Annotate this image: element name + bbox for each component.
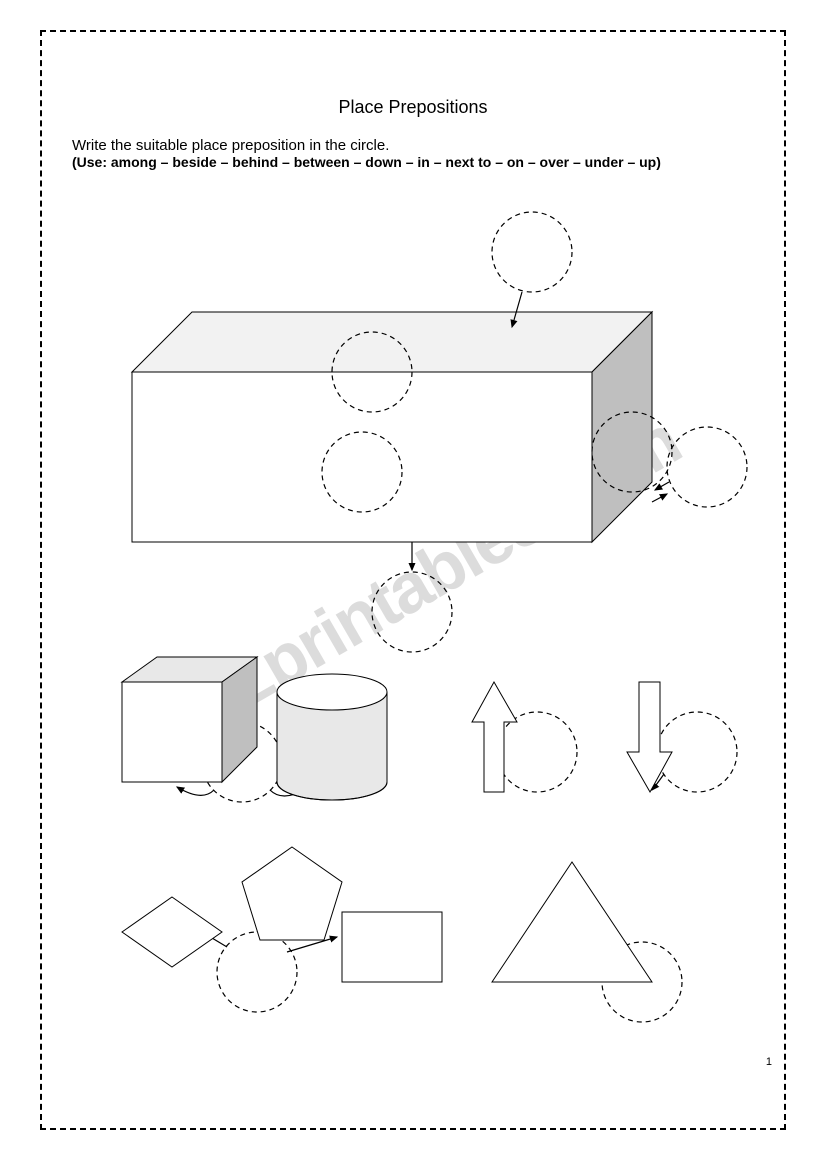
page-title: Place Prepositions <box>42 97 784 118</box>
cylinder-shape <box>277 674 387 800</box>
cube-shape <box>122 657 257 782</box>
arrow-up-icon <box>472 682 517 792</box>
pentagon-shape <box>242 847 342 940</box>
instruction-line-2: (Use: among – beside – behind – between … <box>72 154 661 170</box>
triangle-shape <box>492 862 652 982</box>
circle-up[interactable] <box>497 712 577 792</box>
rectangle-shape <box>342 912 442 982</box>
instruction-line-1: Write the suitable place preposition in … <box>72 137 661 154</box>
box-3d <box>132 312 652 542</box>
circle-under[interactable] <box>372 572 452 652</box>
circle-beside[interactable] <box>667 427 747 507</box>
circle-over[interactable] <box>492 212 572 292</box>
worksheet-page: Place Prepositions Write the suitable pl… <box>40 30 786 1130</box>
instructions-block: Write the suitable place preposition in … <box>72 137 661 170</box>
diamond-shape <box>122 897 222 967</box>
page-number: 1 <box>766 1056 772 1068</box>
worksheet-diagram <box>42 192 788 1092</box>
circle-among[interactable] <box>217 932 297 1012</box>
